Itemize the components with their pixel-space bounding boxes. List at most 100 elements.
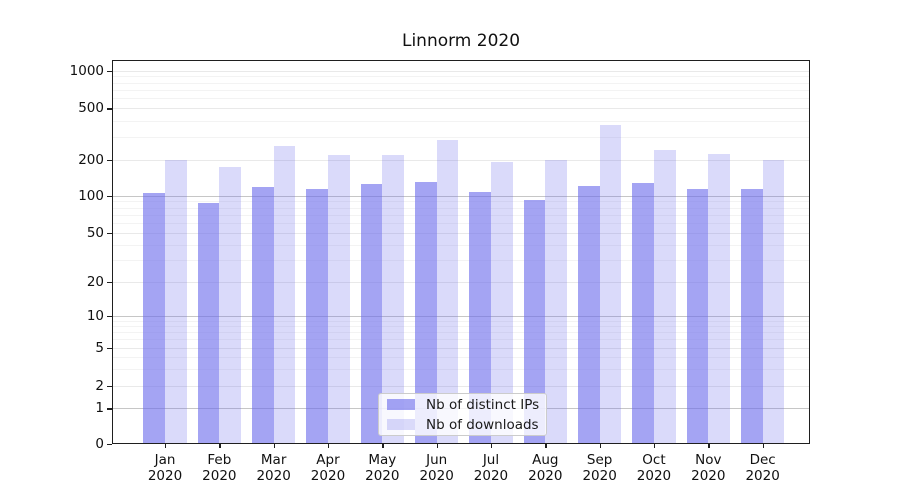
gridline-y-30 — [112, 260, 810, 262]
bar-ips-may — [360, 184, 383, 444]
x-tick-label-line: Aug — [532, 451, 559, 468]
x-tick-label-line: Mar — [260, 451, 287, 468]
gridline-y-4 — [112, 356, 810, 358]
bar-ips-jul — [469, 192, 491, 444]
gridline-y-8 — [112, 325, 810, 327]
gridline-y-50 — [112, 232, 810, 234]
bar-downloads-jun — [436, 139, 459, 444]
plot-area — [112, 60, 810, 444]
x-tick-label-line: 2020 — [147, 468, 183, 484]
y-tick-20 — [107, 282, 112, 284]
y-tick-label-1000: 1000 — [69, 62, 104, 79]
x-tick-label-line: 2020 — [582, 468, 617, 484]
x-tick-jul — [490, 443, 493, 448]
bar-downloads-mar — [273, 145, 296, 444]
y-tick-label-500: 500 — [78, 100, 104, 117]
gridline-y-2 — [112, 386, 810, 387]
bar-downloads-sep — [599, 125, 622, 444]
gridline-y-6 — [112, 339, 810, 341]
gridline-y-900 — [112, 76, 810, 78]
gridline-y-700 — [112, 89, 810, 91]
y-tick-label-2: 2 — [95, 378, 104, 394]
x-tick-dec — [762, 443, 764, 448]
y-tick-2 — [107, 386, 112, 388]
gridline-y-300 — [112, 137, 810, 139]
bar-ips-mar — [251, 187, 274, 444]
legend: Nb of distinct IPs Nb of downloads — [378, 393, 547, 436]
y-tick-0 — [107, 443, 112, 445]
legend-swatch-downloads — [387, 419, 415, 430]
y-tick-5 — [107, 347, 112, 349]
x-tick-label-apr: Apr 2020 — [296, 452, 360, 485]
x-tick-label-line: May — [368, 451, 397, 468]
x-tick-label-line: Dec — [749, 451, 776, 468]
x-tick-label-line: Oct — [642, 451, 666, 468]
bar-ips-aug — [523, 200, 546, 444]
gridline-y-80 — [112, 207, 810, 209]
bar-ips-sep — [577, 185, 600, 444]
gridline-y-100 — [112, 195, 810, 197]
x-tick-apr — [327, 443, 330, 448]
x-tick-label-nov: Nov 2020 — [676, 452, 740, 485]
bar-ips-dec — [740, 188, 763, 444]
bar-downloads-jul — [490, 162, 513, 444]
y-tick-1000 — [107, 70, 112, 72]
bar-ips-feb — [197, 203, 220, 444]
x-tick-sep — [599, 443, 601, 448]
x-tick-label-line: Sep — [586, 451, 613, 468]
x-tick-label-line: 2020 — [310, 468, 346, 484]
gridline-y-5 — [112, 347, 810, 349]
bar-ips-nov — [686, 188, 709, 444]
gridline-y-40 — [112, 244, 810, 246]
gridline-y-20 — [112, 282, 810, 283]
y-tick-200 — [107, 160, 112, 162]
x-tick-label-line: Nov — [695, 451, 722, 468]
x-tick-label-jan: Jan 2020 — [133, 452, 197, 485]
bar-downloads-jan — [165, 160, 187, 444]
y-tick-100 — [107, 195, 112, 197]
x-tick-label-aug: Aug 2020 — [513, 452, 577, 485]
legend-item-distinct-ips: Nb of distinct IPs — [387, 397, 539, 413]
x-tick-label-line: Jul — [482, 451, 500, 468]
bar-downloads-may — [382, 154, 404, 444]
gridline-y-7 — [112, 332, 810, 334]
x-tick-label-feb: Feb 2020 — [187, 452, 251, 485]
gridline-y-3 — [112, 368, 810, 370]
gridline-y-400 — [112, 120, 810, 122]
gridline-y-60 — [112, 222, 810, 224]
gridline-y-600 — [112, 98, 810, 100]
y-tick-1 — [107, 408, 112, 410]
y-tick-label-0: 0 — [95, 435, 104, 452]
x-tick-mar — [273, 443, 275, 448]
y-tick-10 — [107, 315, 112, 317]
x-tick-label-line: Jun — [426, 451, 448, 468]
x-tick-label-line: 2020 — [745, 468, 780, 484]
x-tick-label-oct: Oct 2020 — [622, 452, 686, 485]
y-tick-label-50: 50 — [86, 224, 104, 241]
legend-swatch-distinct-ips — [387, 399, 415, 410]
gridline-y-200 — [112, 160, 810, 161]
x-tick-label-line: 2020 — [691, 468, 726, 484]
gridline-y-800 — [112, 82, 810, 84]
bar-downloads-aug — [545, 160, 567, 444]
bar-ips-jan — [143, 193, 165, 444]
x-tick-oct — [653, 443, 656, 448]
bar-downloads-nov — [708, 154, 730, 444]
bar-downloads-oct — [653, 149, 676, 444]
gridline-y-70 — [112, 214, 810, 216]
x-tick-nov — [708, 443, 710, 448]
bar-downloads-dec — [762, 160, 785, 444]
x-tick-label-line: 2020 — [365, 468, 400, 484]
x-tick-aug — [545, 443, 547, 448]
x-tick-label-line: Feb — [207, 451, 232, 468]
bar-ips-apr — [306, 189, 328, 444]
x-tick-label-line: 2020 — [528, 468, 563, 484]
bar-ips-jun — [414, 181, 437, 444]
x-tick-label-line: 2020 — [202, 468, 237, 484]
x-tick-label-line: 2020 — [636, 468, 672, 484]
x-tick-label-line: 2020 — [473, 468, 509, 484]
legend-item-downloads: Nb of downloads — [387, 417, 539, 433]
y-tick-500 — [107, 108, 112, 110]
bar-downloads-feb — [219, 167, 242, 444]
